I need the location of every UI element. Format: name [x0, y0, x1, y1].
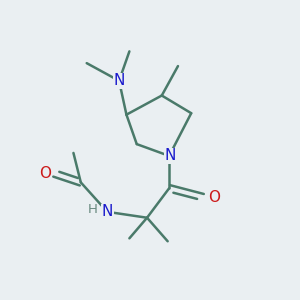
- Text: N: N: [165, 148, 176, 164]
- Text: N: N: [113, 73, 125, 88]
- Text: H: H: [88, 203, 98, 216]
- Text: N: N: [102, 204, 113, 219]
- Text: O: O: [208, 190, 220, 205]
- Text: O: O: [39, 166, 51, 181]
